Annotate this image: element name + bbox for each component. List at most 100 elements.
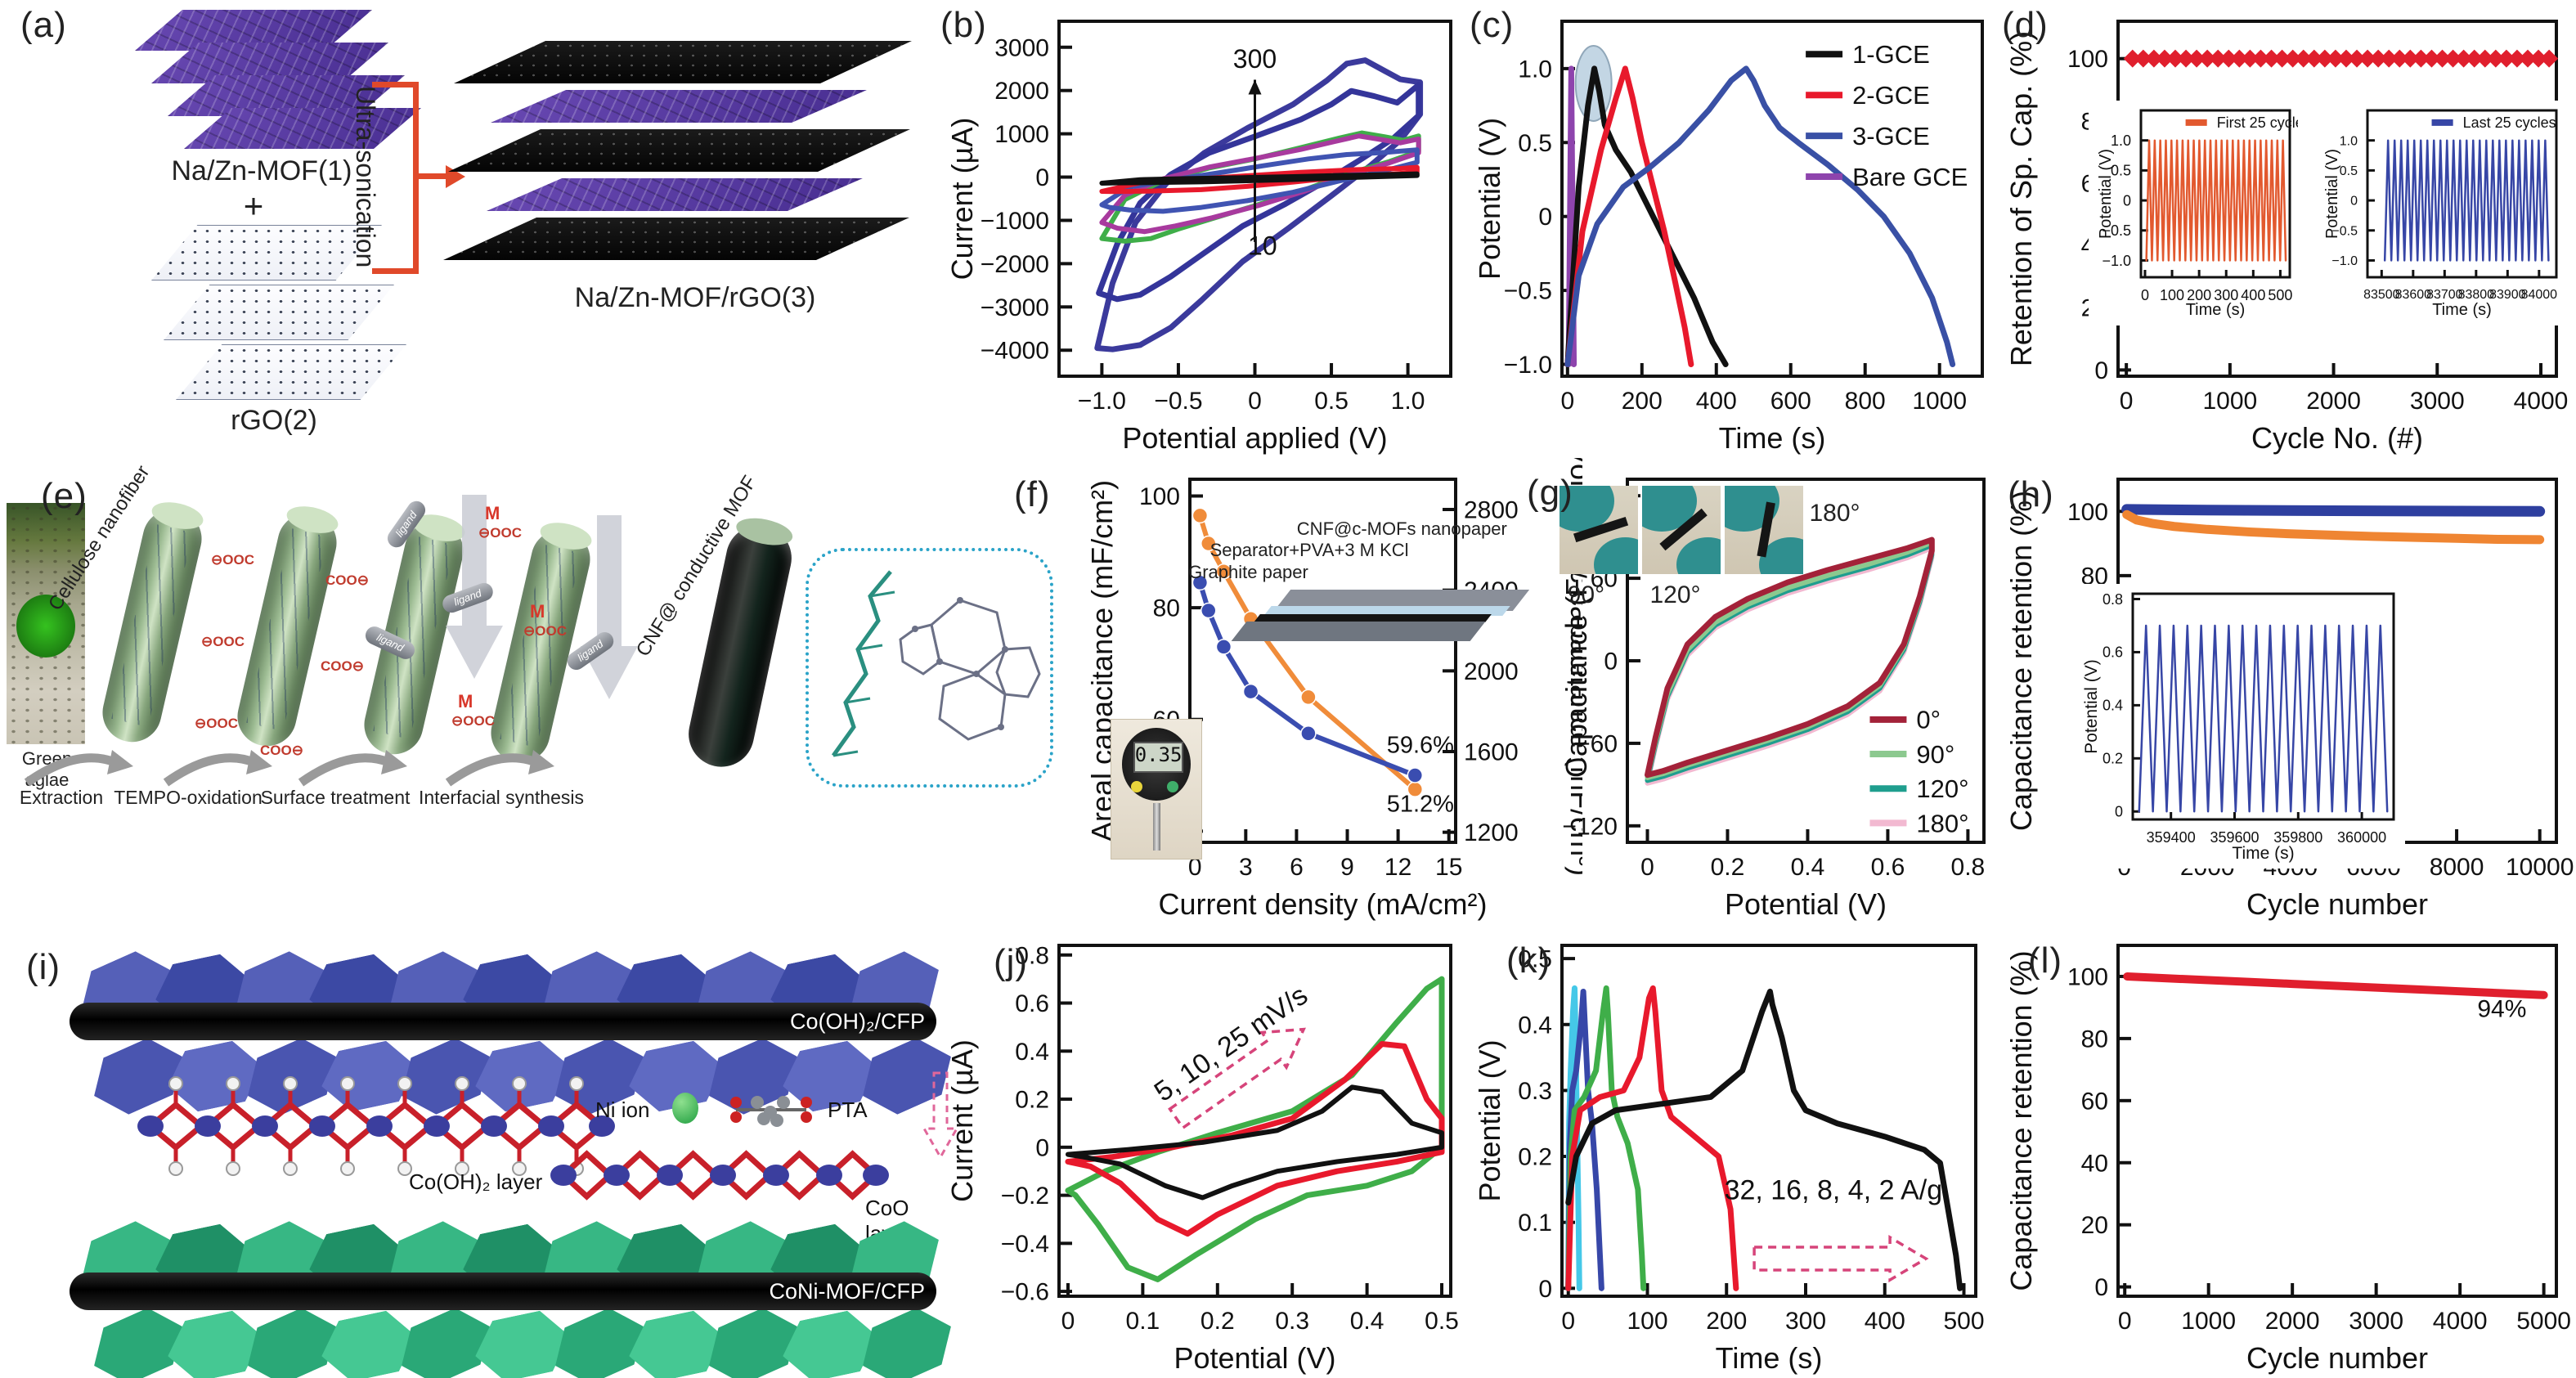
svg-text:0: 0 — [2141, 287, 2149, 303]
svg-text:Current (µA): Current (µA) — [945, 118, 979, 281]
ultrasonication-arrow — [413, 173, 447, 179]
svg-text:0: 0 — [2094, 357, 2108, 384]
bend-photo-label-120: 120° — [1649, 581, 1701, 609]
gcd-electrode-chart: 0 200 400 600 800 1000 1.0 0.5 0 −0.5 −1.0 Time (s)… — [1464, 0, 1995, 458]
svg-text:3-GCE: 3-GCE — [1852, 122, 1930, 150]
svg-text:40: 40 — [2081, 1150, 2108, 1177]
panel-label-b: (b) — [940, 5, 987, 45]
panel-d-retention-chart: (d) 01000200030004000020406080100Cycle N… — [1995, 0, 2576, 458]
svg-text:Cycle No. (#): Cycle No. (#) — [2251, 421, 2423, 455]
metal-ion-label: M — [458, 691, 473, 711]
svg-text:−120: −120 — [1562, 813, 1618, 840]
panel-c-gcd-chart: (c) 0 200 400 600 800 1000 1.0 0.5 0 −0.5 −1.0 Time… — [1464, 0, 1995, 458]
svg-text:500: 500 — [2268, 287, 2292, 303]
schematic-label-nanopaper: CNF@c-MOFs nanopaper — [1296, 518, 1507, 540]
bend-photo-180 — [1724, 486, 1803, 575]
svg-text:0: 0 — [2094, 1274, 2108, 1301]
panel-label-a: (a) — [20, 5, 67, 45]
svg-text:1000: 1000 — [994, 121, 1049, 148]
panel-k-gcd-chart: (k) 0 100 200 300 400 500 0 0.1 0.2 0.3 0.4 0.5 Time… — [1464, 924, 1995, 1378]
svg-text:0: 0 — [2115, 803, 2123, 819]
svg-text:0.4: 0.4 — [1350, 1308, 1384, 1335]
carboxylate-label: COO⊖ — [260, 743, 303, 758]
svg-text:Bare GCE: Bare GCE — [1852, 163, 1968, 191]
svg-text:300: 300 — [2214, 287, 2238, 303]
svg-text:3000: 3000 — [994, 34, 1049, 61]
svg-text:0.8: 0.8 — [2103, 591, 2123, 608]
metal-ion-label: M — [530, 601, 545, 622]
svg-text:Time (s): Time (s) — [1719, 421, 1826, 455]
svg-text:60: 60 — [2081, 1088, 2108, 1115]
mof-cv-chart: 0 0.1 0.2 0.3 0.4 0.5 0.8 0.6 0.4 0.2 0 −0.2 −0.4 −0.… — [936, 924, 1464, 1378]
svg-text:1-GCE: 1-GCE — [1852, 40, 1930, 69]
svg-text:94%: 94% — [2477, 995, 2526, 1022]
panel-label-h: (h) — [2008, 474, 2054, 514]
panel-label-f: (f) — [1014, 474, 1051, 514]
svg-text:80: 80 — [2081, 1026, 2108, 1053]
svg-text:100: 100 — [1139, 483, 1180, 510]
svg-text:600: 600 — [1770, 388, 1811, 415]
step-surface-treatment: Surface treatment — [260, 787, 411, 808]
svg-text:Potential (V): Potential (V) — [1174, 1341, 1335, 1375]
svg-text:Potential (V): Potential (V) — [2097, 149, 2115, 239]
svg-text:0.2: 0.2 — [1711, 854, 1745, 881]
mof-molecule-sketch — [831, 570, 1041, 757]
ni-ion-sphere — [672, 1093, 698, 1124]
svg-text:5000: 5000 — [2516, 1308, 2571, 1335]
svg-text:0.2: 0.2 — [1200, 1308, 1235, 1335]
rgo-sheet — [151, 225, 382, 281]
svg-text:Potential (V): Potential (V) — [1473, 1039, 1506, 1201]
step-arrow-icon — [298, 750, 407, 787]
mof-retention-chart: 0 1000 2000 3000 4000 5000 0 20 40 60 80 100 Cycle n… — [1995, 924, 2576, 1378]
panel-f-rate-chart: (f) 036912154060801002800240020001600120… — [936, 458, 1582, 924]
svg-text:0: 0 — [1035, 1134, 1049, 1161]
ultrasonication-bracket — [372, 82, 419, 88]
device-schematic-inset: CNF@c-MOFs nanopaper Separator+PVA+3 M K… — [1188, 518, 1550, 672]
svg-text:−1.0: −1.0 — [1504, 352, 1552, 379]
cv-scan-rate-chart: −1.0 −0.5 0 0.5 1.0 3000 2000 1000 0 −1000 −2000 −3… — [936, 0, 1464, 458]
bend-photo-120 — [1641, 486, 1721, 575]
svg-text:−0.4: −0.4 — [1001, 1231, 1049, 1258]
svg-text:Time (s): Time (s) — [2185, 301, 2245, 319]
svg-text:First 25 cycles: First 25 cycles — [2216, 114, 2297, 131]
svg-text:−0.5: −0.5 — [2331, 225, 2358, 239]
svg-text:100: 100 — [1627, 1308, 1667, 1335]
mof-gcd-chart: 0 100 200 300 400 500 0 0.1 0.2 0.3 0.4 0.5 Time (s)… — [1464, 924, 1995, 1378]
rgo-sheet — [176, 344, 406, 400]
svg-text:3: 3 — [1239, 854, 1253, 881]
svg-text:Last 25 cycles: Last 25 cycles — [2462, 114, 2556, 131]
svg-text:100: 100 — [2067, 499, 2108, 526]
carbon-fiber-bottom: CoNi-MOF/CFP — [70, 1273, 936, 1310]
step-arrow-icon — [24, 750, 133, 787]
panel-a-synthesis-scheme: (a) Na/Zn-MOF(1) + rGO(2) Ultra-sonicati… — [0, 0, 936, 458]
svg-text:500: 500 — [1943, 1308, 1984, 1335]
svg-text:2000: 2000 — [994, 78, 1049, 105]
svg-text:0.4: 0.4 — [1518, 1012, 1552, 1039]
svg-text:120°: 120° — [1916, 774, 1968, 803]
last-cycles-inset-chart: 83500 83600 83700 83800 83900 84000 1.0 0.5 0 −0.… — [2314, 101, 2565, 325]
svg-text:Potential (V): Potential (V) — [2323, 149, 2341, 239]
svg-text:Time (s): Time (s) — [2432, 301, 2492, 319]
svg-text:0.4: 0.4 — [1791, 854, 1825, 881]
svg-text:0: 0 — [2120, 388, 2134, 415]
svg-text:359400: 359400 — [2146, 829, 2195, 846]
svg-text:6: 6 — [1290, 854, 1304, 881]
svg-text:59.6%: 59.6% — [1387, 733, 1454, 759]
svg-text:−2000: −2000 — [981, 251, 1049, 278]
cobalt-hydroxide-chain-sketch — [137, 1076, 615, 1176]
svg-text:0.5: 0.5 — [2111, 163, 2131, 179]
product-mof-sheet — [491, 90, 867, 123]
svg-text:Potential applied (V): Potential applied (V) — [1122, 421, 1387, 455]
svg-text:0: 0 — [1538, 1276, 1552, 1303]
carboxylate-label: COO⊖ — [325, 572, 369, 588]
svg-text:Retention of Sp. Cap. (%): Retention of Sp. Cap. (%) — [2004, 31, 2038, 366]
rgo-sheet — [164, 285, 394, 340]
thickness-gauge-photo: 0.35 — [1111, 719, 1203, 860]
mof-nanosheet-row — [90, 1315, 936, 1377]
svg-text:−3000: −3000 — [981, 294, 1049, 321]
svg-text:200: 200 — [1706, 1308, 1747, 1335]
svg-text:0.5: 0.5 — [1518, 946, 1552, 973]
svg-text:0: 0 — [1561, 1308, 1575, 1335]
svg-text:Potential (V): Potential (V) — [2082, 659, 2101, 754]
svg-text:0: 0 — [2350, 195, 2358, 209]
